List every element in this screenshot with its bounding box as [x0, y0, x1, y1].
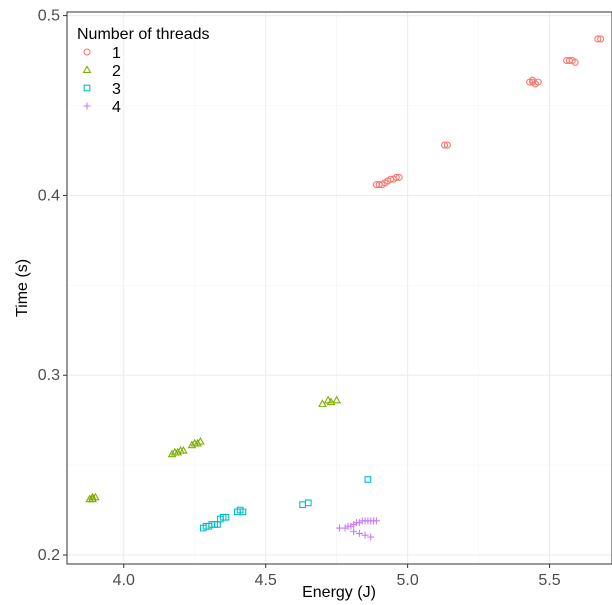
- x-tick-label: 5.0: [397, 572, 419, 589]
- data-points: [85, 35, 605, 541]
- data-point-series-2: [332, 395, 342, 404]
- plot-panel-border: [66, 11, 612, 565]
- data-point-series-3: [222, 513, 230, 521]
- x-tick-label: 4.0: [113, 572, 135, 589]
- legend-key-1: [83, 48, 91, 56]
- data-point-series-2: [326, 397, 336, 406]
- y-tick-label: 0.5: [38, 8, 60, 25]
- y-tick-label: 0.3: [38, 367, 60, 384]
- legend-key-2: [82, 65, 92, 73]
- x-tick-label: 4.5: [255, 572, 277, 589]
- data-point-series-1: [440, 141, 449, 149]
- data-point-series-2: [88, 492, 97, 501]
- y-tick-label: 0.2: [38, 547, 60, 564]
- data-point-series-1: [443, 141, 451, 149]
- legend-title: Number of threads: [77, 26, 210, 43]
- data-point-series-1: [392, 173, 400, 181]
- data-point-series-1: [395, 173, 403, 181]
- data-point-series-2: [196, 437, 205, 445]
- data-point-series-1: [528, 76, 537, 84]
- data-point-series-2: [179, 446, 188, 454]
- data-point-series-4: [361, 531, 369, 539]
- series-1: [372, 35, 605, 189]
- legend-label-3: 3: [112, 81, 121, 98]
- plot-panel-background: [67, 12, 612, 564]
- grid-lines: [67, 12, 612, 564]
- data-point-series-1: [594, 35, 602, 43]
- y-axis: 0.2 0.3 0.4 0.5: [38, 8, 67, 564]
- data-point-series-2: [167, 449, 177, 458]
- data-point-series-4: [355, 529, 363, 537]
- data-point-series-2: [173, 447, 183, 456]
- legend-key-3: [83, 84, 91, 92]
- legend-label-2: 2: [112, 63, 121, 80]
- y-axis-title: Time (s): [14, 259, 31, 317]
- series-3: [199, 476, 372, 532]
- data-point-series-2: [88, 494, 97, 503]
- legend-key-4: [83, 102, 91, 110]
- data-point-series-2: [187, 440, 197, 449]
- data-point-series-3: [239, 508, 247, 516]
- data-point-series-2: [318, 399, 327, 407]
- data-point-series-4: [372, 517, 380, 525]
- legend-label-1: 1: [112, 45, 121, 62]
- data-point-series-1: [571, 58, 579, 66]
- data-point-series-2: [193, 438, 202, 447]
- y-tick-label: 0.4: [38, 187, 60, 204]
- x-tick-label: 5.5: [538, 572, 560, 589]
- series-4: [336, 517, 380, 541]
- data-point-series-3: [304, 499, 312, 507]
- data-point-series-4: [367, 533, 375, 541]
- data-point-series-1: [597, 35, 605, 43]
- series-2: [85, 395, 342, 503]
- x-axis: 4.0 4.5 5.0 5.5: [113, 564, 561, 589]
- x-axis-title: Energy (J): [302, 584, 376, 601]
- data-point-series-4: [350, 528, 358, 536]
- data-point-series-3: [364, 476, 372, 483]
- legend-label-4: 4: [112, 99, 121, 116]
